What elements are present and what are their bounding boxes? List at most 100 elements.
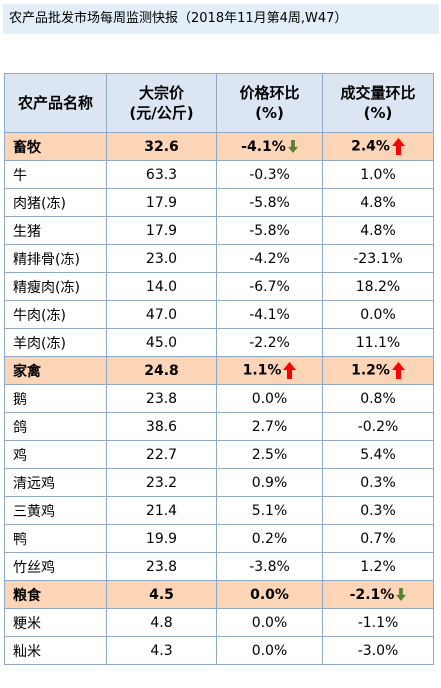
cell-volume-change: 2.4% — [322, 132, 434, 161]
cell-name: 生猪 — [4, 216, 107, 245]
cell-price: 24.8 — [106, 356, 217, 385]
cell-price-change: 2.5% — [216, 440, 323, 469]
header-name: 农产品名称 — [4, 73, 107, 133]
cell-volume-change: -1.1% — [322, 608, 434, 637]
table-row: 肉猪(冻) 17.9 -5.8% 4.8% — [4, 188, 434, 217]
category-row: 粮食 4.5 0.0% -2.1% — [4, 580, 434, 609]
cell-price: 38.6 — [106, 412, 217, 441]
cell-name: 肉猪(冻) — [4, 188, 107, 217]
cell-price-change: -2.2% — [216, 328, 323, 357]
cell-price-change: -4.1% — [216, 132, 323, 161]
cell-volume-change: 4.8% — [322, 216, 434, 245]
cell-name: 家禽 — [4, 356, 107, 385]
category-row: 畜牧 32.6 -4.1% 2.4% — [4, 132, 434, 161]
cell-price-change: 0.0% — [216, 636, 323, 665]
cell-name: 精瘦肉(冻) — [4, 272, 107, 301]
cell-volume-change: 11.1% — [322, 328, 434, 357]
cell-price: 23.0 — [106, 244, 217, 273]
header-price-change: 价格环比 (%) — [216, 73, 323, 133]
cell-name: 鸭 — [4, 524, 107, 553]
table-row: 清远鸡 23.2 0.9% 0.3% — [4, 468, 434, 497]
table-row: 竹丝鸡 23.8 -3.8% 1.2% — [4, 552, 434, 581]
cell-price-change: 1.1% — [216, 356, 323, 385]
cell-price-change: -3.8% — [216, 552, 323, 581]
cell-volume-change: 0.7% — [322, 524, 434, 553]
green-down-arrow-icon — [396, 588, 407, 601]
cell-price-change: 0.9% — [216, 468, 323, 497]
cell-volume-change: 5.4% — [322, 440, 434, 469]
table-row: 粳米 4.8 0.0% -1.1% — [4, 608, 434, 637]
table-row: 鸽 38.6 2.7% -0.2% — [4, 412, 434, 441]
table-row: 鹅 23.8 0.0% 0.8% — [4, 384, 434, 413]
cell-price: 17.9 — [106, 216, 217, 245]
cell-price: 14.0 — [106, 272, 217, 301]
table-row: 羊肉(冻) 45.0 -2.2% 11.1% — [4, 328, 434, 357]
cell-name: 精排骨(冻) — [4, 244, 107, 273]
table-row: 精瘦肉(冻) 14.0 -6.7% 18.2% — [4, 272, 434, 301]
cell-price: 4.3 — [106, 636, 217, 665]
cell-volume-change: 1.0% — [322, 160, 434, 189]
cell-price: 22.7 — [106, 440, 217, 469]
table-row: 鸡 22.7 2.5% 5.4% — [4, 440, 434, 469]
cell-name: 清远鸡 — [4, 468, 107, 497]
table-row: 生猪 17.9 -5.8% 4.8% — [4, 216, 434, 245]
cell-price: 23.8 — [106, 552, 217, 581]
cell-volume-change: -3.0% — [322, 636, 434, 665]
cell-price: 23.2 — [106, 468, 217, 497]
cell-price-change: -4.1% — [216, 300, 323, 329]
cell-name: 牛肉(冻) — [4, 300, 107, 329]
cell-price-change: -4.2% — [216, 244, 323, 273]
cell-volume-change: -2.1% — [322, 580, 434, 609]
cell-name: 畜牧 — [4, 132, 107, 161]
cell-volume-change: 0.3% — [322, 468, 434, 497]
cell-price-change: 0.2% — [216, 524, 323, 553]
cell-price: 63.3 — [106, 160, 217, 189]
cell-volume-change: 4.8% — [322, 188, 434, 217]
cell-volume-change: 0.0% — [322, 300, 434, 329]
cell-price: 19.9 — [106, 524, 217, 553]
cell-name: 粳米 — [4, 608, 107, 637]
cell-name: 鹅 — [4, 384, 107, 413]
cell-name: 籼米 — [4, 636, 107, 665]
cell-price: 23.8 — [106, 384, 217, 413]
cell-price: 21.4 — [106, 496, 217, 525]
cell-volume-change: 18.2% — [322, 272, 434, 301]
header-volume-change: 成交量环比 (%) — [322, 73, 434, 133]
cell-price: 17.9 — [106, 188, 217, 217]
table-row: 籼米 4.3 0.0% -3.0% — [4, 636, 434, 665]
cell-price-change: -5.8% — [216, 188, 323, 217]
red-up-arrow-icon — [391, 138, 405, 155]
cell-price-change: 0.0% — [216, 608, 323, 637]
cell-name: 竹丝鸡 — [4, 552, 107, 581]
green-down-arrow-icon — [287, 140, 298, 153]
cell-volume-change: -0.2% — [322, 412, 434, 441]
cell-price-change: -0.3% — [216, 160, 323, 189]
cell-price-change: 0.0% — [216, 384, 323, 413]
cell-price-change: 0.0% — [216, 580, 323, 609]
cell-price: 4.5 — [106, 580, 217, 609]
cell-price: 32.6 — [106, 132, 217, 161]
cell-name: 三黄鸡 — [4, 496, 107, 525]
cell-volume-change: 0.3% — [322, 496, 434, 525]
price-table: 农产品名称 大宗价 (元/公斤) 价格环比 (%) 成交量环比 (%) 畜牧 32.6-… — [4, 73, 434, 665]
header-price: 大宗价 (元/公斤) — [106, 73, 217, 133]
report-title: 农产品批发市场每周监测快报（2018年11月第4周,W47） — [3, 4, 439, 34]
table-row: 精排骨(冻) 23.0 -4.2% -23.1% — [4, 244, 434, 273]
red-up-arrow-icon — [391, 362, 405, 379]
cell-name: 鸡 — [4, 440, 107, 469]
category-row: 家禽 24.8 1.1% 1.2% — [4, 356, 434, 385]
table-header: 农产品名称 大宗价 (元/公斤) 价格环比 (%) 成交量环比 (%) — [4, 73, 434, 133]
cell-volume-change: 1.2% — [322, 552, 434, 581]
cell-name: 鸽 — [4, 412, 107, 441]
table-row: 三黄鸡 21.4 5.1% 0.3% — [4, 496, 434, 525]
cell-name: 牛 — [4, 160, 107, 189]
cell-volume-change: 1.2% — [322, 356, 434, 385]
table-row: 鸭 19.9 0.2% 0.7% — [4, 524, 434, 553]
cell-name: 粮食 — [4, 580, 107, 609]
cell-price-change: -6.7% — [216, 272, 323, 301]
table-row: 牛 63.3 -0.3% 1.0% — [4, 160, 434, 189]
table-row: 牛肉(冻) 47.0 -4.1% 0.0% — [4, 300, 434, 329]
cell-price-change: 2.7% — [216, 412, 323, 441]
cell-volume-change: 0.8% — [322, 384, 434, 413]
cell-price-change: 5.1% — [216, 496, 323, 525]
